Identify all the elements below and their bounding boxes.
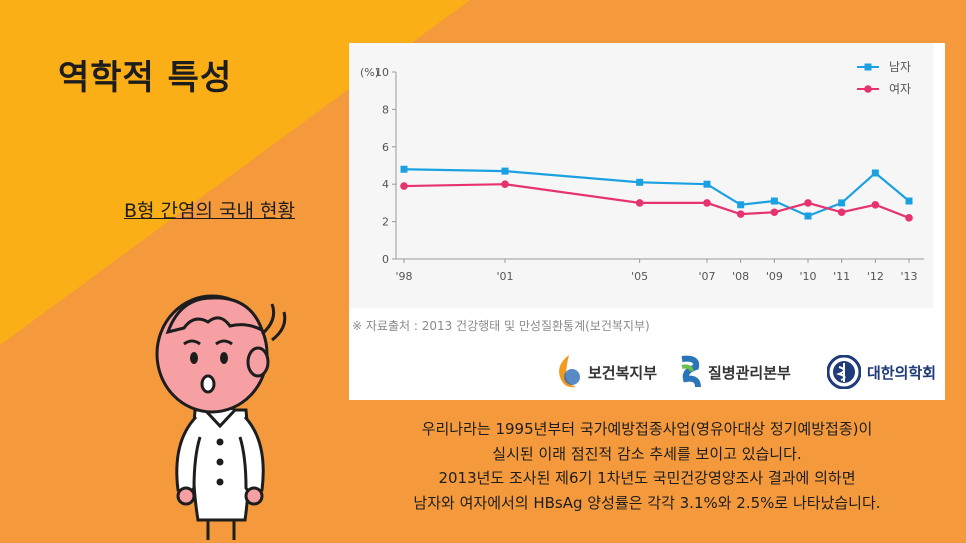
series-line-1 (403, 168, 910, 218)
data-point-male (838, 199, 846, 207)
series-line-2 (403, 183, 910, 219)
line-chart: (%) 0 2 4 6 8 10 '98 '01 '05 '07 '08 '09 '10 '11 '12 '13… (360, 60, 924, 283)
legend-marker-female (864, 85, 872, 93)
x-tick-label: '09 (766, 270, 783, 283)
y-tick-label: 6 (382, 141, 389, 154)
x-tick-label: '98 (395, 270, 412, 283)
x-tick-label: '01 (496, 270, 513, 283)
data-point-female (501, 180, 509, 188)
data-point-female (635, 199, 644, 207)
data-point-female (837, 208, 846, 217)
x-tick-label: '05 (631, 270, 648, 283)
kcdc-logo-icon (681, 355, 701, 388)
slide-title: 역학적 특성 (58, 58, 233, 98)
chart-source-note: ※ 자료출처 : 2013 건강행태 및 만성질환통계(보건복지부) (352, 319, 650, 333)
data-point-female (804, 199, 812, 207)
data-point-female (871, 200, 880, 209)
data-point-female (770, 208, 779, 217)
data-point-male (501, 167, 509, 175)
x-tick-label: '08 (732, 270, 749, 283)
data-point-female (736, 210, 745, 218)
y-tick-label: 0 (382, 253, 389, 266)
data-point-male (400, 165, 408, 173)
data-point-male (770, 197, 778, 205)
body-text: 우리나라는 1995년부터 국가예방접종사업(영유아대상 정기예방접종)이 실시… (349, 417, 945, 515)
data-point-male (871, 169, 879, 177)
body-line-2: 실시된 이래 점진적 감소 추세를 보이고 있습니다. (492, 444, 802, 463)
data-point-male (703, 180, 711, 188)
logo-ministry-health: 보건복지부 (556, 352, 657, 392)
logo-kams: 대한의학회 (827, 352, 936, 392)
y-tick-label: 8 (382, 103, 389, 116)
ministry-health-logo-icon (559, 355, 580, 388)
y-tick-label: 10 (375, 66, 389, 79)
body-line-4: 남자와 여자에서의 HBsAg 양성률은 각각 3.1%와 2.5%로 나타났습… (413, 493, 881, 512)
korean-academy-medical-sciences-logo-icon (827, 355, 861, 389)
logo-ministry-health-label: 보건복지부 (588, 363, 658, 382)
data-point-male (905, 197, 913, 205)
logo-kams-label: 대한의학회 (867, 363, 937, 382)
data-point-female (703, 199, 711, 207)
data-point-male (636, 178, 644, 186)
slide-subtitle[interactable]: B형 간염의 국내 현황 (124, 200, 295, 222)
y-tick-label: 2 (382, 216, 389, 229)
logo-kcdc: 질병관리본부 (678, 352, 791, 392)
x-tick-label: '13 (900, 270, 917, 283)
y-tick-label: 4 (382, 178, 389, 191)
y-axis-label: (%) (360, 66, 379, 79)
legend-label-1: 남자 (889, 60, 911, 74)
logo-kcdc-label: 질병관리본부 (708, 363, 791, 382)
x-tick-label: '12 (867, 270, 884, 283)
chart-panel: (%) 0 2 4 6 8 10 '98 '01 '05 '07 '08 '09 '10 '11 '12 '13… (349, 43, 945, 400)
data-point-male (804, 212, 812, 220)
body-line-3: 2013년도 조사된 제6기 1차년도 국민건강영양조사 결과에 의하면 (438, 469, 856, 487)
x-tick-label: '07 (698, 270, 715, 283)
body-line-1: 우리나라는 1995년부터 국가예방접종사업(영유아대상 정기예방접종)이 (421, 420, 873, 438)
data-point-female (905, 214, 913, 222)
worried-character-illustration (155, 294, 287, 540)
data-point-female (400, 182, 408, 190)
legend-label-2: 여자 (889, 82, 911, 96)
data-point-male (737, 201, 745, 209)
x-tick-label: '11 (833, 270, 850, 283)
x-tick-label: '10 (799, 270, 816, 283)
chart-plot-background (349, 43, 933, 308)
legend-marker-male (864, 63, 872, 71)
